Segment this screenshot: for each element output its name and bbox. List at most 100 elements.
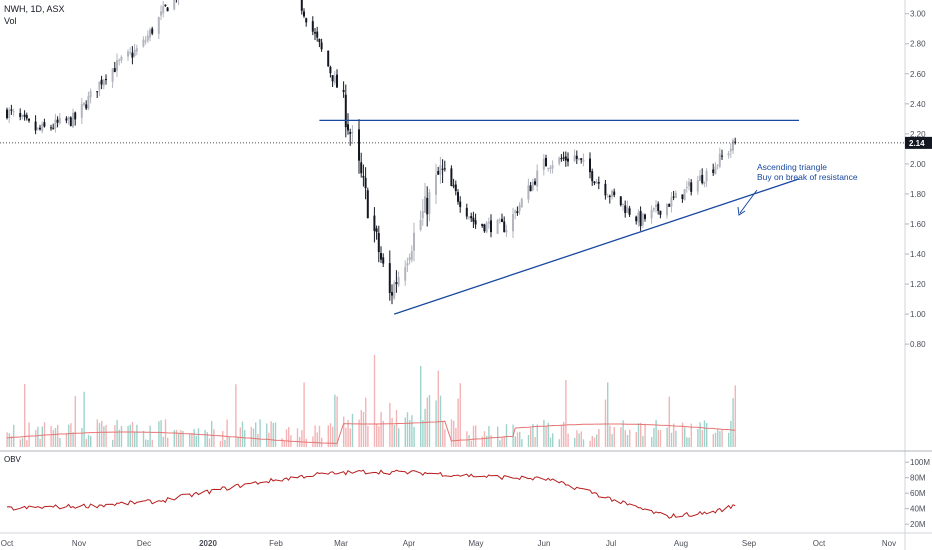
candle-body xyxy=(593,181,596,184)
candle-body xyxy=(443,168,446,170)
volume-bar xyxy=(332,426,334,447)
candle-body xyxy=(490,220,492,233)
obv-tick-label: 100M xyxy=(910,458,930,467)
candle-body xyxy=(712,169,715,173)
volume-bar xyxy=(81,427,83,447)
volume-bar xyxy=(697,428,699,447)
volume-bar xyxy=(336,396,338,447)
volume-bar xyxy=(574,437,576,447)
candle-body xyxy=(470,216,473,219)
candle-body xyxy=(498,219,501,221)
candles-group xyxy=(6,0,737,305)
candle-body xyxy=(327,50,330,67)
candle-body xyxy=(129,52,132,54)
volume-bar xyxy=(235,384,237,447)
volume-bar xyxy=(420,365,422,447)
candle-body xyxy=(468,216,470,218)
candle-body xyxy=(25,115,28,119)
candle-body xyxy=(395,282,398,285)
volume-bar xyxy=(721,429,723,447)
volume-bar xyxy=(367,425,369,447)
candle-body xyxy=(67,116,70,119)
volume-bar xyxy=(160,420,162,447)
candle-body xyxy=(311,21,314,32)
volume-bar xyxy=(398,428,400,447)
x-tick-label: 2020 xyxy=(199,539,217,548)
candle-body xyxy=(72,112,74,128)
volume-bar xyxy=(422,419,424,447)
volume-bar xyxy=(195,435,197,447)
candle-body xyxy=(102,80,105,86)
volume-bar xyxy=(90,435,92,447)
volume-bar xyxy=(582,439,585,447)
candle-body xyxy=(465,207,468,217)
volume-bar xyxy=(178,432,180,447)
volume-bar xyxy=(444,429,446,447)
volume-bar xyxy=(483,431,486,447)
candle-body xyxy=(674,192,677,198)
volume-bar xyxy=(657,429,659,447)
last-price-label: 2.14 xyxy=(909,139,925,148)
volume-bar xyxy=(378,426,380,447)
volume-bar xyxy=(237,436,239,447)
candle-body xyxy=(393,283,396,299)
candle-body xyxy=(41,123,44,132)
volume-bar xyxy=(413,427,415,447)
volume-bar xyxy=(57,424,59,447)
candle-body xyxy=(408,257,411,261)
y-tick-label: 2.80 xyxy=(910,40,926,49)
candle-body xyxy=(87,96,90,109)
candle-body xyxy=(657,203,660,212)
volume-bar xyxy=(593,437,596,447)
volume-bar xyxy=(373,354,376,447)
volume-bar xyxy=(312,436,314,447)
candle-body xyxy=(734,141,737,143)
volume-bar xyxy=(670,432,673,447)
candle-body xyxy=(567,158,569,162)
volume-bar xyxy=(228,436,230,447)
candle-body xyxy=(98,81,101,91)
volume-bar xyxy=(349,428,351,447)
x-tick-label: Nov xyxy=(882,539,896,548)
volume-bar xyxy=(193,429,195,447)
obv-tick-label: 20M xyxy=(910,520,926,529)
candle-body xyxy=(347,124,349,131)
volume-bar xyxy=(552,433,554,447)
volume-bar xyxy=(675,430,677,447)
volume-bar xyxy=(134,432,136,447)
candle-body xyxy=(111,68,114,82)
obv-label: OBV xyxy=(4,455,22,464)
candle-body xyxy=(65,118,68,121)
volume-bar xyxy=(611,434,613,447)
candle-body xyxy=(380,253,382,260)
volume-bar xyxy=(303,382,305,447)
candle-body xyxy=(531,181,534,190)
candle-body xyxy=(547,167,550,169)
volume-bar xyxy=(609,425,611,447)
volume-bar xyxy=(635,432,637,447)
candle-body xyxy=(377,233,380,253)
candle-body xyxy=(705,170,708,182)
volume-bar xyxy=(173,430,175,447)
candle-body xyxy=(685,187,688,189)
volume-bar xyxy=(274,422,277,447)
x-tick-label: Feb xyxy=(269,539,283,548)
volume-bar xyxy=(6,432,8,447)
obv-tick-label: 60M xyxy=(910,489,926,498)
volume-bar xyxy=(50,425,52,447)
volume-bar xyxy=(393,425,395,447)
volume-bar xyxy=(13,424,15,447)
candle-body xyxy=(424,196,426,213)
volume-bar xyxy=(497,426,499,447)
volume-bar xyxy=(424,408,426,447)
volume-bar xyxy=(622,420,624,447)
volume-ma-line xyxy=(6,420,736,445)
candle-body xyxy=(23,114,26,117)
candle-body xyxy=(670,197,673,207)
volume-bar xyxy=(651,437,653,447)
volume-bar xyxy=(488,426,490,447)
volume-bar xyxy=(389,402,391,447)
volume-bar xyxy=(85,438,87,447)
candle-body xyxy=(441,168,444,170)
candle-body xyxy=(342,90,345,93)
